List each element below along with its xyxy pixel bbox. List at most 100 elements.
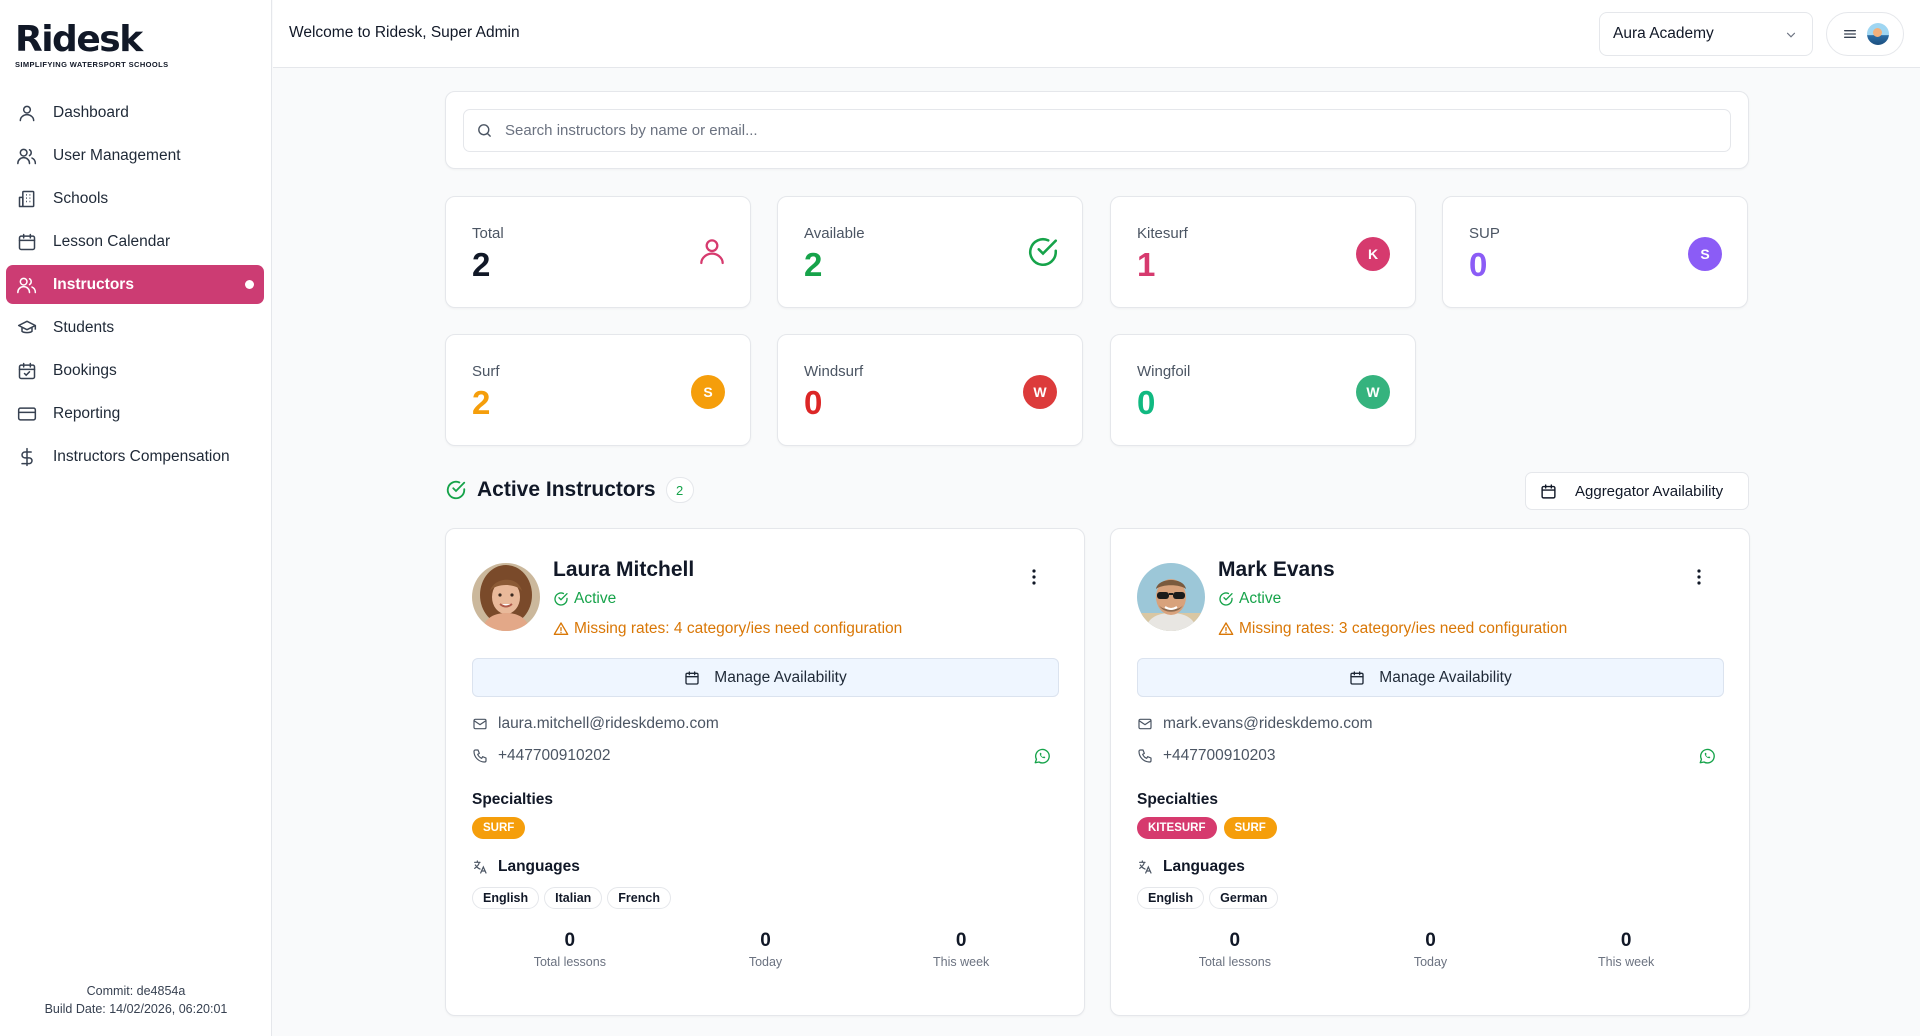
building-icon — [16, 188, 38, 210]
search-input[interactable] — [505, 122, 1685, 139]
calendar-icon — [1540, 483, 1557, 500]
manage-availability-label: Manage Availability — [1379, 668, 1512, 686]
stat-card-wingfoil: Wingfoil 0 W — [1110, 334, 1416, 446]
instructor-card: Laura Mitchell Active Missing rates: 4 c… — [445, 528, 1085, 1016]
more-options-icon[interactable] — [1024, 567, 1044, 587]
specialty-chip: SURF — [472, 817, 526, 839]
sidebar: Rid esk SIMPLIFYING WATERSPORT SCHOOLS Da… — [0, 0, 272, 1036]
stat-label: SUP — [1469, 225, 1500, 242]
email-row: mark.evans@rideskdemo.com — [1137, 715, 1373, 733]
phone-row: +447700910203 — [1137, 747, 1276, 765]
sidebar-nav: Dashboard User Management Schools Lesson… — [6, 93, 264, 480]
languages-heading: Languages — [1137, 858, 1245, 876]
more-options-icon[interactable] — [1689, 567, 1709, 587]
email-text: laura.mitchell@rideskdemo.com — [498, 715, 719, 732]
search-icon — [476, 122, 493, 139]
logo-accent-text: esk — [76, 19, 143, 60]
aggregator-availability-button[interactable]: Aggregator Availability — [1525, 472, 1749, 510]
stat-value: 2 — [804, 246, 823, 283]
metric-total-lessons: 0 Total lessons — [1137, 929, 1333, 969]
metric-today: 0 Today — [668, 929, 864, 969]
whatsapp-icon[interactable] — [1033, 747, 1051, 765]
manage-availability-button[interactable]: Manage Availability — [472, 658, 1059, 697]
instructor-photo — [472, 563, 540, 631]
stat-card-windsurf: Windsurf 0 W — [777, 334, 1083, 446]
sidebar-item-label: Schools — [53, 189, 109, 207]
specialties-list: KITESURF SURF — [1137, 817, 1284, 839]
welcome-text: Welcome to Ridesk, Super Admin — [289, 24, 520, 41]
specialty-chip: SURF — [1223, 817, 1277, 839]
email-text: mark.evans@rideskdemo.com — [1163, 715, 1373, 732]
sidebar-item-user-management[interactable]: User Management — [6, 136, 264, 175]
instructor-status: Active — [1218, 590, 1281, 608]
metric-label: Today — [748, 955, 783, 969]
specialty-chip: KITESURF — [1137, 817, 1217, 839]
users-icon — [16, 145, 38, 167]
school-select[interactable]: Aura Academy — [1599, 12, 1813, 56]
sidebar-item-instructors-compensation[interactable]: Instructors Compensation — [6, 437, 264, 476]
instructor-card: Mark Evans Active Missing rates: 3 categ… — [1110, 528, 1750, 1016]
person-icon — [696, 235, 728, 267]
status-text: Active — [1239, 590, 1282, 607]
calendar-icon — [1349, 670, 1365, 686]
check-circle-icon — [1026, 235, 1060, 269]
stat-value: 0 — [1469, 246, 1488, 283]
top-header: Welcome to Ridesk, Super Admin Aura Acad… — [273, 0, 1920, 68]
sidebar-item-lesson-calendar[interactable]: Lesson Calendar — [6, 222, 264, 261]
warning-icon — [553, 621, 569, 637]
warning-text: Missing rates: 3 category/ies need confi… — [1239, 620, 1568, 637]
logo-tagline: SIMPLIFYING WATERSPORT SCHOOLS — [15, 60, 169, 69]
ridesk-logo[interactable]: Rid esk SIMPLIFYING WATERSPORT SCHOOLS — [15, 19, 169, 70]
sidebar-item-label: User Management — [53, 146, 181, 164]
language-chip: English — [472, 887, 540, 909]
language-chip: German — [1209, 887, 1279, 909]
commit-text: Commit: de4854a — [86, 984, 186, 998]
search-box — [463, 109, 1731, 152]
surf-badge: S — [691, 375, 725, 409]
stat-card-kitesurf: Kitesurf 1 K — [1110, 196, 1416, 308]
build-date-text: Build Date: 14/02/2026, 06:20:01 — [44, 1002, 228, 1016]
sidebar-item-bookings[interactable]: Bookings — [6, 351, 264, 390]
calendar-check-icon — [16, 360, 38, 382]
phone-icon — [472, 748, 488, 764]
language-chip: French — [607, 887, 671, 909]
hamburger-icon — [1842, 26, 1858, 42]
user-menu-button[interactable] — [1826, 12, 1904, 56]
dollar-icon — [16, 446, 38, 468]
sidebar-item-label: Bookings — [53, 361, 117, 379]
languages-heading: Languages — [472, 858, 580, 876]
sidebar-item-label: Students — [53, 318, 115, 336]
user-icon — [16, 102, 38, 124]
sidebar-item-reporting[interactable]: Reporting — [6, 394, 264, 433]
mail-icon — [1137, 716, 1153, 732]
sidebar-item-schools[interactable]: Schools — [6, 179, 264, 218]
sidebar-item-dashboard[interactable]: Dashboard — [6, 93, 264, 132]
stat-card-available: Available 2 — [777, 196, 1083, 308]
manage-availability-button[interactable]: Manage Availability — [1137, 658, 1724, 697]
stat-label: Windsurf — [804, 363, 864, 380]
check-circle-icon — [553, 591, 569, 607]
instructor-name: Laura Mitchell — [553, 558, 695, 581]
instructor-photo — [1137, 563, 1205, 631]
users-icon — [16, 274, 38, 296]
languages-list: English Italian French — [472, 887, 676, 909]
translate-icon — [472, 859, 488, 875]
whatsapp-icon[interactable] — [1698, 747, 1716, 765]
stat-card-surf: Surf 2 S — [445, 334, 751, 446]
stat-label: Kitesurf — [1137, 225, 1188, 242]
search-card — [445, 91, 1749, 169]
language-chip: English — [1137, 887, 1205, 909]
lesson-metrics: 0 Total lessons 0 Today 0 This week — [472, 929, 1059, 969]
languages-list: English German — [1137, 887, 1283, 909]
check-circle-icon — [445, 479, 467, 501]
build-info: Commit: de4854a Build Date: 14/02/2026, … — [0, 982, 272, 1018]
manage-availability-label: Manage Availability — [714, 668, 847, 686]
translate-icon — [1137, 859, 1153, 875]
sidebar-item-instructors[interactable]: Instructors — [6, 265, 264, 304]
sidebar-item-label: Instructors — [53, 275, 134, 293]
instructor-name: Mark Evans — [1218, 558, 1335, 581]
languages-title: Languages — [1163, 858, 1245, 875]
stat-card-total: Total 2 — [445, 196, 751, 308]
metric-value: 0 — [1229, 930, 1241, 951]
sidebar-item-students[interactable]: Students — [6, 308, 264, 347]
